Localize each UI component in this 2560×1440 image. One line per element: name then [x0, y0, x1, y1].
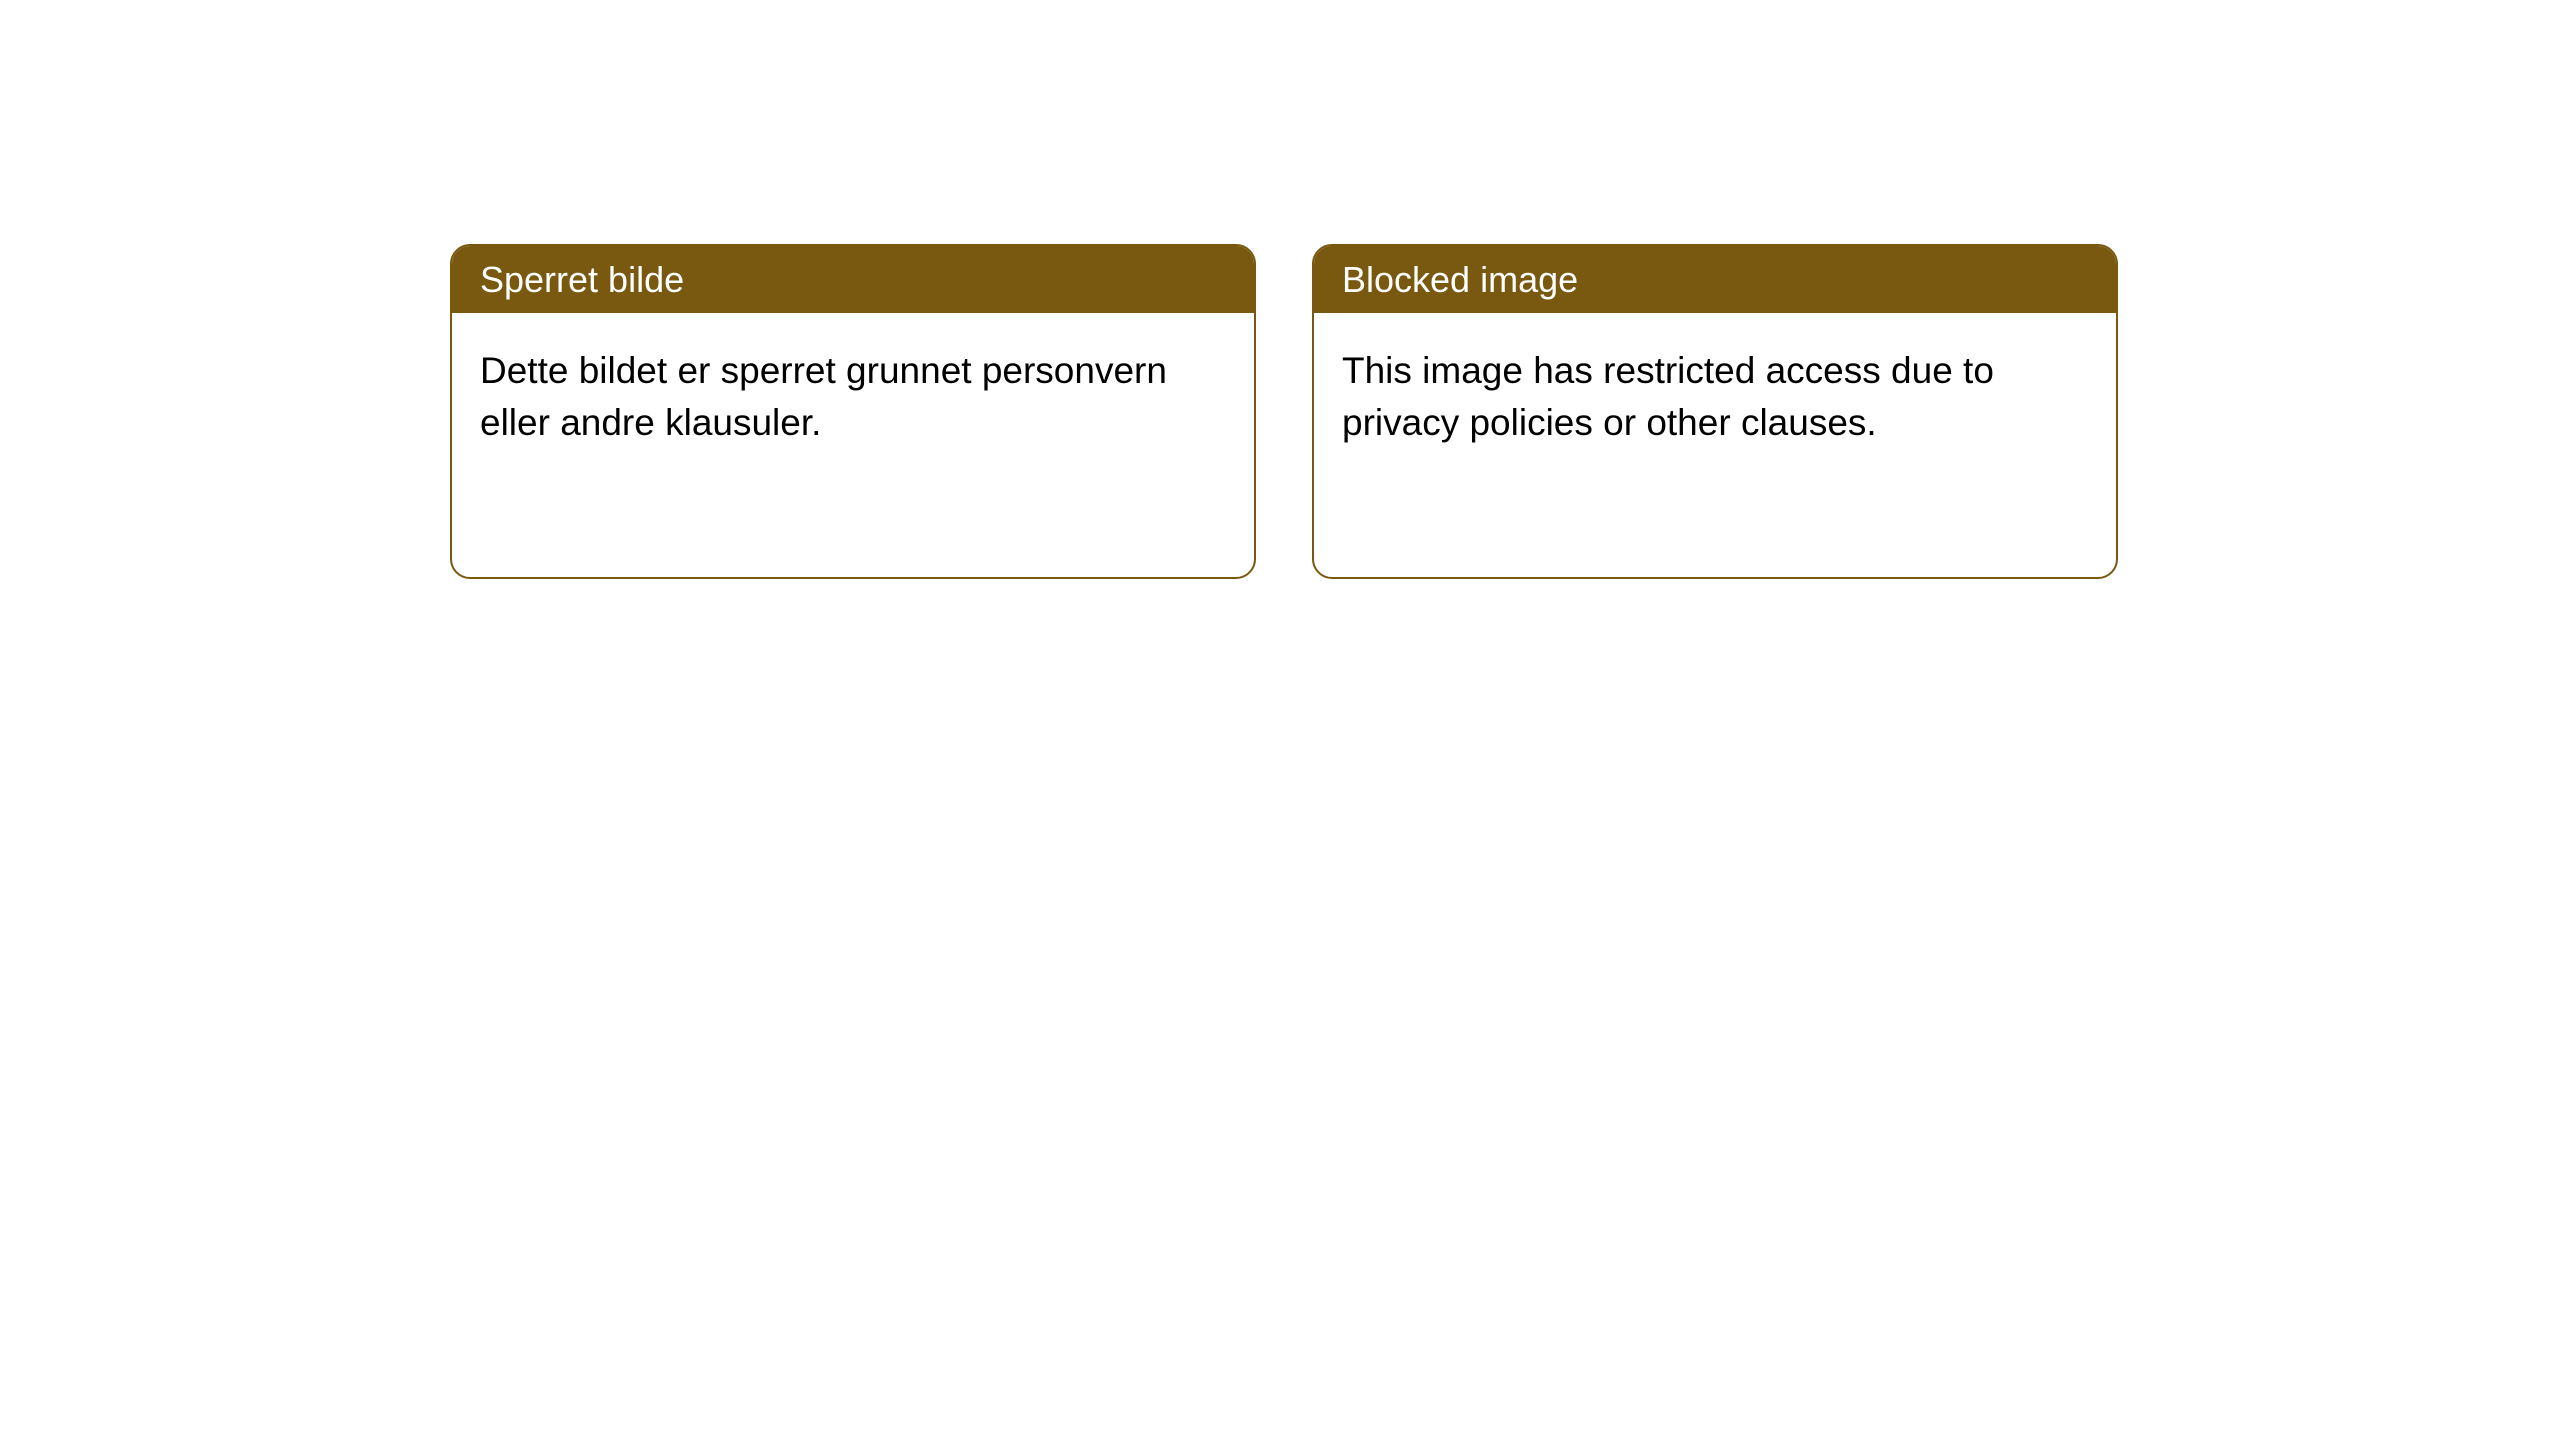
notice-card-norwegian: Sperret bilde Dette bildet er sperret gr…: [450, 244, 1256, 579]
notice-container: Sperret bilde Dette bildet er sperret gr…: [0, 0, 2560, 579]
card-message: This image has restricted access due to …: [1342, 350, 1994, 443]
card-header: Blocked image: [1314, 246, 2116, 313]
card-message: Dette bildet er sperret grunnet personve…: [480, 350, 1167, 443]
card-title: Sperret bilde: [480, 259, 684, 300]
card-header: Sperret bilde: [452, 246, 1254, 313]
card-body: Dette bildet er sperret grunnet personve…: [452, 313, 1254, 481]
card-title: Blocked image: [1342, 259, 1578, 300]
notice-card-english: Blocked image This image has restricted …: [1312, 244, 2118, 579]
card-body: This image has restricted access due to …: [1314, 313, 2116, 481]
